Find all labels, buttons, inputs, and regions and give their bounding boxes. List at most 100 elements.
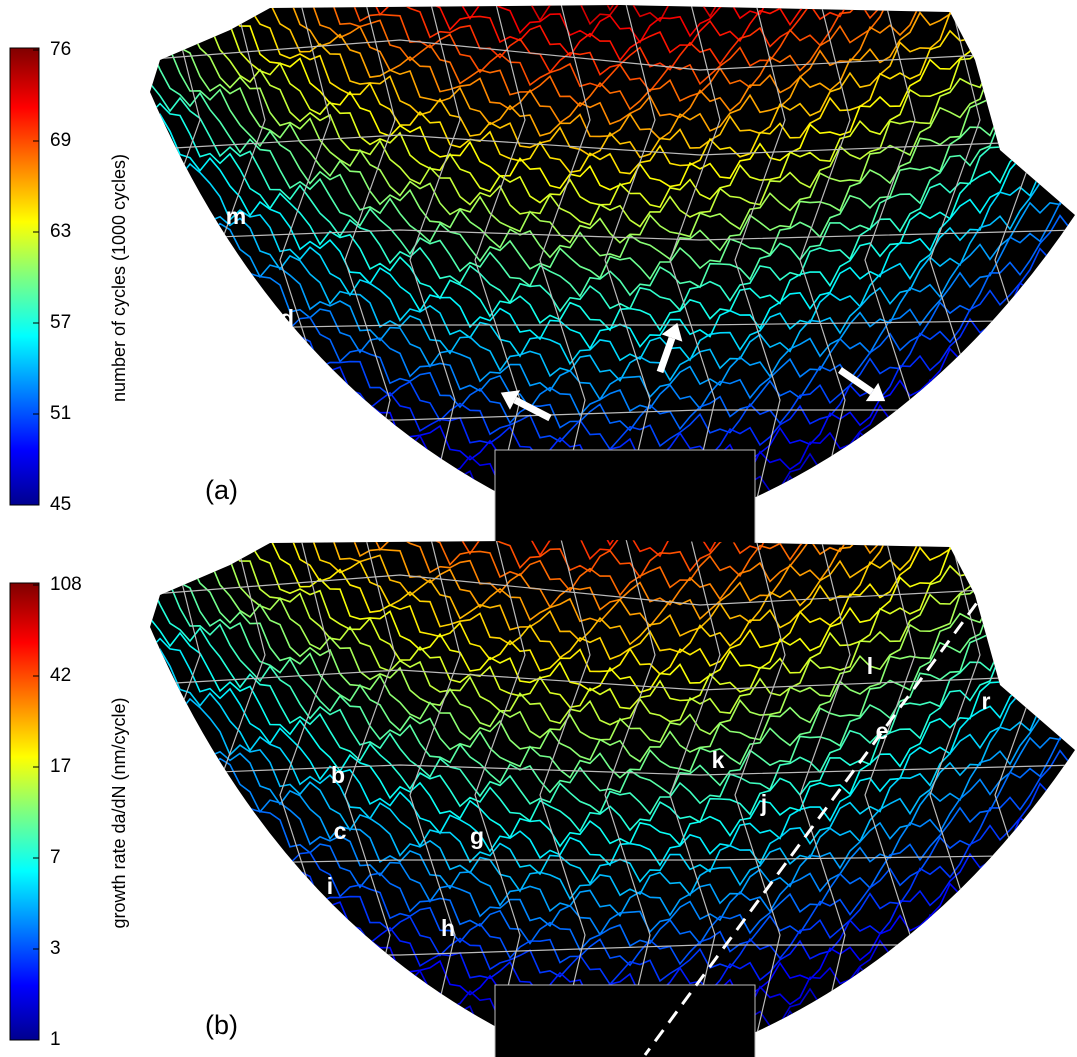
annotation: m xyxy=(226,203,246,229)
annotation: j xyxy=(760,790,767,816)
contour xyxy=(150,540,1075,597)
contour xyxy=(150,162,1075,401)
contour xyxy=(150,540,1075,779)
contour xyxy=(150,114,1075,366)
colorbar-tick-label: 51 xyxy=(50,403,71,424)
contour xyxy=(150,550,1075,796)
annotation: l xyxy=(867,653,873,679)
contour xyxy=(150,540,1075,726)
contour xyxy=(150,5,1075,126)
grain-boundary xyxy=(409,5,461,545)
contour xyxy=(150,626,1075,867)
colorbar xyxy=(9,47,40,506)
colorbar xyxy=(9,582,40,1041)
colorbar-title: growth rate da/dN (nm/cycle) xyxy=(109,697,129,928)
panel: 76 69 63 57 51 45 number of cycles (1000 cycle… xyxy=(9,5,1075,546)
contour xyxy=(150,5,1075,62)
dashed-line xyxy=(643,584,992,1056)
annotation: b xyxy=(331,762,345,788)
contour xyxy=(150,5,1075,175)
panel-label: (a) xyxy=(205,475,238,505)
colorbar-tick-label: 1 xyxy=(50,1029,61,1050)
grain-boundary xyxy=(150,764,1075,776)
contour xyxy=(150,540,1075,611)
colorbar-tick-label: 63 xyxy=(50,221,71,242)
contour xyxy=(150,540,1075,579)
contour xyxy=(150,45,1075,298)
contour xyxy=(150,5,1075,12)
contour xyxy=(150,5,1075,76)
colorbar-title: number of cycles (1000 cycles) xyxy=(109,154,129,402)
contour xyxy=(150,649,1075,901)
arrow-head xyxy=(661,322,683,342)
contour xyxy=(150,5,1075,191)
arrow-head xyxy=(500,390,521,410)
colorbar-tick-label: 3 xyxy=(50,938,61,959)
contour xyxy=(150,642,1075,886)
colorbar-tick-label: 57 xyxy=(50,312,71,333)
colorbar-tick-label: 42 xyxy=(50,665,71,686)
contour xyxy=(150,540,1075,694)
contour xyxy=(150,15,1075,261)
contour xyxy=(150,91,1075,332)
arrow-shaft xyxy=(656,336,676,374)
contour xyxy=(150,144,1075,383)
grain-boundary xyxy=(734,5,786,545)
colorbar-tick-label: 17 xyxy=(50,756,71,777)
annotation: c xyxy=(334,818,347,844)
colorbar-tick-label: 7 xyxy=(50,847,61,868)
annotation: d xyxy=(280,305,294,331)
contour xyxy=(150,33,1075,281)
arrow-shaft xyxy=(513,396,552,422)
grain-boundary xyxy=(150,39,1075,71)
contour xyxy=(150,580,1075,833)
contour xyxy=(150,679,1075,918)
contour xyxy=(150,540,1075,710)
contour xyxy=(150,568,1075,816)
contour xyxy=(150,65,1075,313)
annotation: g xyxy=(470,823,484,849)
contour xyxy=(150,600,1075,848)
notch xyxy=(494,449,756,546)
contour xyxy=(150,540,1075,628)
grain-boundary xyxy=(150,229,1075,241)
contour xyxy=(150,5,1075,244)
grain-boundary xyxy=(150,574,1075,606)
contour xyxy=(150,5,1075,228)
annotation: h xyxy=(441,915,455,941)
annotation: i xyxy=(327,873,333,899)
contour xyxy=(150,540,1075,661)
contour xyxy=(150,540,1075,676)
contour xyxy=(150,190,1075,432)
contour xyxy=(150,5,1075,141)
grain-boundary xyxy=(409,540,461,1057)
contour xyxy=(150,725,1075,967)
contour xyxy=(150,5,1075,159)
annotation: k xyxy=(712,747,725,773)
contour xyxy=(150,540,1075,547)
contour xyxy=(150,540,1075,763)
grain-boundary xyxy=(734,540,786,1057)
colorbar-tick-label: 76 xyxy=(50,39,71,60)
colorbar-tick-label: 108 xyxy=(50,574,82,595)
contour xyxy=(150,107,1075,351)
contour xyxy=(150,5,1075,93)
grain-boundary xyxy=(799,540,851,1057)
colorbar-tick-label: 69 xyxy=(50,130,71,151)
arrow-shaft xyxy=(838,367,874,395)
grain-boundary xyxy=(799,5,851,545)
contour xyxy=(150,540,1075,744)
contour xyxy=(150,5,1075,111)
colorbar-tick-label: 45 xyxy=(50,494,71,515)
contour xyxy=(150,5,1075,44)
arrow-head xyxy=(865,382,886,402)
notch xyxy=(494,984,756,1057)
grain-boundary xyxy=(150,134,1075,156)
panel-label: (b) xyxy=(205,1010,238,1040)
contour xyxy=(150,697,1075,936)
annotation: r xyxy=(982,688,991,714)
grain-boundary xyxy=(150,669,1075,691)
contour xyxy=(150,540,1075,646)
contour xyxy=(150,5,1075,209)
